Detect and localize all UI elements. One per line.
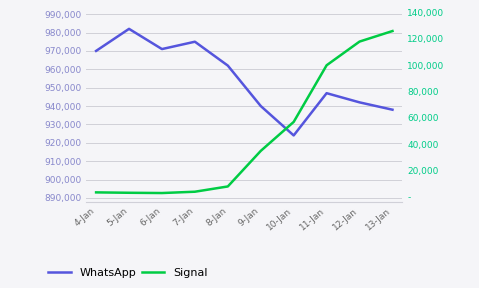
WhatsApp [126,27,132,31]
Signal [93,191,99,194]
Signal [324,64,330,67]
Signal [225,185,231,188]
Signal [291,120,297,124]
Signal [192,190,198,194]
Legend: WhatsApp, Signal: WhatsApp, Signal [44,264,212,283]
Signal [357,40,363,43]
WhatsApp [225,64,231,67]
Signal [159,191,165,195]
Line: Signal: Signal [96,31,392,193]
Signal [389,29,395,33]
WhatsApp [389,108,395,111]
WhatsApp [192,40,198,43]
Signal [126,191,132,194]
WhatsApp [357,101,363,104]
Line: WhatsApp: WhatsApp [96,29,392,135]
WhatsApp [258,104,263,108]
WhatsApp [159,47,165,51]
WhatsApp [324,92,330,95]
WhatsApp [93,49,99,53]
WhatsApp [291,134,297,137]
Signal [258,149,263,153]
